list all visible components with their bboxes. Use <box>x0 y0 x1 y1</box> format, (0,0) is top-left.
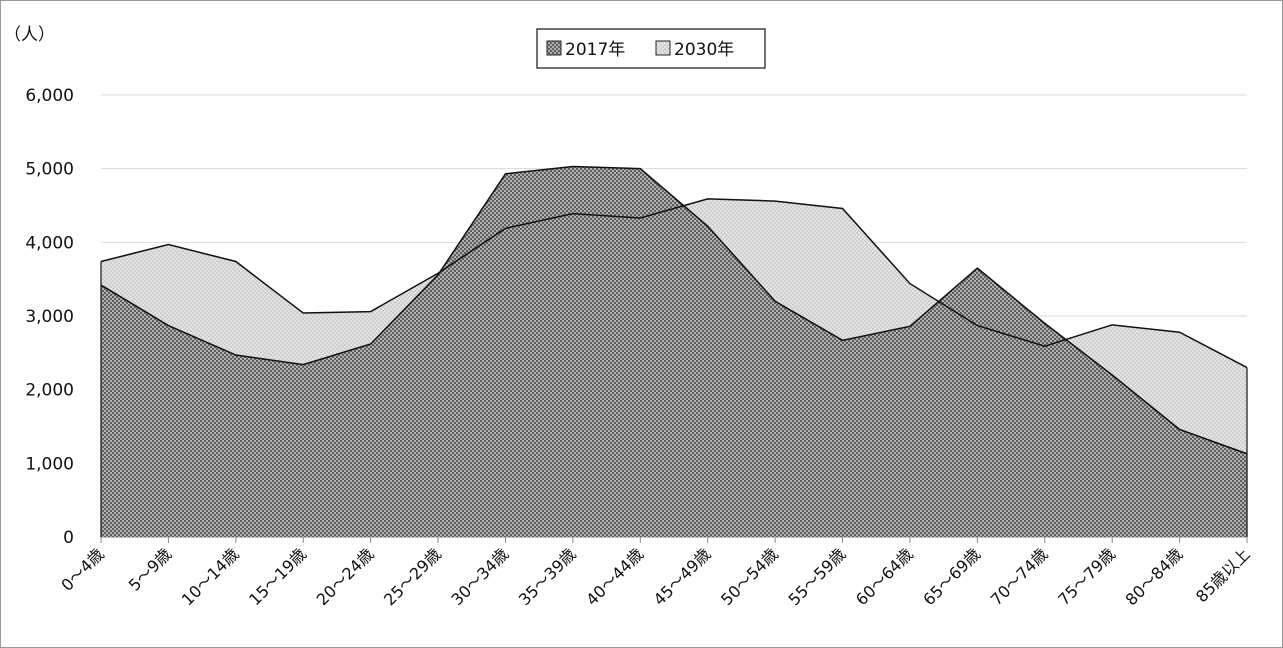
y-tick-label: 2,000 <box>25 381 74 401</box>
y-tick-label: 6,000 <box>25 86 74 106</box>
x-tick-label: 25～29歳 <box>380 544 445 609</box>
legend-box <box>536 28 766 69</box>
x-tick-label: 60～64歳 <box>852 544 917 609</box>
legend-label: 2030年 <box>674 40 734 60</box>
legend-swatch <box>546 40 562 56</box>
line-2017年 <box>100 165 1248 455</box>
legend-swatch <box>655 40 671 56</box>
x-tick-label: 55～59歳 <box>784 544 849 609</box>
legend-label: 2017年 <box>565 40 625 60</box>
x-tick-label: 10～14歳 <box>178 544 243 609</box>
y-tick-label: 1,000 <box>25 454 74 474</box>
x-tick-label: 15～19歳 <box>245 544 310 609</box>
x-tick-label: 75～79歳 <box>1054 544 1119 609</box>
x-tick-label: 40～44歳 <box>582 544 647 609</box>
x-tick-label: 50～54歳 <box>717 544 782 609</box>
area-2017年 <box>101 166 1247 537</box>
x-tick-label: 80～84歳 <box>1122 544 1187 609</box>
x-axis-ticks: 0～4歳 5～9歳 10～14歳 15～19歳 20～24歳 25～29歳 30～34歳 35… <box>57 537 1254 609</box>
x-tick-label: 85歳以上 <box>1192 544 1254 606</box>
x-tick-label: 0～4歳 <box>57 544 107 594</box>
y-tick-label: 4,000 <box>25 233 74 253</box>
x-tick-label: 5～9歳 <box>125 544 175 594</box>
x-tick-label: 45～49歳 <box>650 544 715 609</box>
y-tick-label: 3,000 <box>25 307 74 327</box>
x-tick-label: 65～69歳 <box>919 544 984 609</box>
y-tick-label: 0 <box>63 528 74 548</box>
y-tick-label: 5,000 <box>25 160 74 180</box>
line-2030年 <box>100 198 1248 369</box>
y-unit-label: （人） <box>4 25 55 45</box>
x-tick-label: 20～24歳 <box>313 544 378 609</box>
x-tick-label: 30～34歳 <box>447 544 512 609</box>
y-axis-ticks: 0 1,000 2,000 3,000 4,000 5,000 6,000 <box>25 86 74 548</box>
x-tick-label: 35～39歳 <box>515 544 580 609</box>
x-tick-label: 70～74歳 <box>987 544 1052 609</box>
series-areas <box>100 165 1248 537</box>
legend: 2017年 2030年 <box>536 28 766 69</box>
